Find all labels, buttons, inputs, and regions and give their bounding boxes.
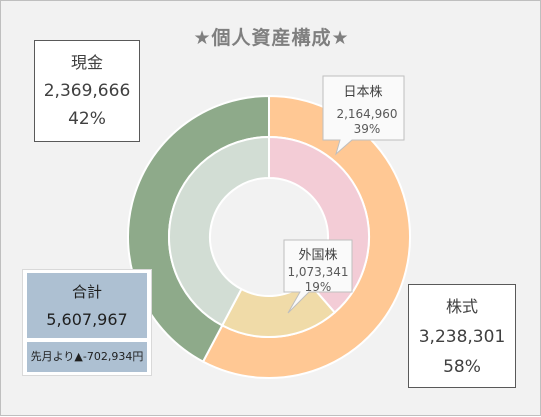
cash-label: 現金 bbox=[70, 53, 103, 72]
inner-slice-2 bbox=[168, 135, 270, 327]
foreign-stock-pct: 19% bbox=[305, 280, 332, 294]
stock-value: 3,238,301 bbox=[418, 327, 506, 347]
total-value: 5,607,967 bbox=[46, 310, 128, 329]
total-main: 合計 5,607,967 bbox=[27, 273, 147, 338]
foreign-stock-name: 外国株 bbox=[298, 248, 337, 263]
inner-ring bbox=[168, 135, 370, 338]
cash-value: 2,369,666 bbox=[43, 81, 131, 101]
cash-pct: 42% bbox=[68, 109, 106, 129]
cash-label-box: 現金 2,369,666 42% bbox=[34, 40, 140, 142]
japan-stock-value: 2,164,960 bbox=[336, 107, 397, 121]
japan-stock-name: 日本株 bbox=[343, 85, 382, 100]
callout-japan-stock: 日本株 2,164,960 39% bbox=[322, 75, 405, 156]
chart-title: ★個人資産構成★ bbox=[193, 27, 350, 49]
stock-pct: 58% bbox=[443, 357, 481, 377]
foreign-stock-value: 1,073,341 bbox=[287, 265, 348, 279]
stock-label-box: 株式 3,238,301 58% bbox=[408, 284, 516, 388]
japan-stock-pct: 39% bbox=[354, 122, 381, 136]
total-box: 合計 5,607,967 先月より▲-702,934円 bbox=[22, 269, 152, 376]
callout-foreign-stock: 外国株 1,073,341 19% bbox=[283, 239, 353, 314]
callouts: 日本株 2,164,960 39% 外国株 1,073,341 19% bbox=[283, 75, 405, 314]
total-diff: 先月より▲-702,934円 bbox=[27, 342, 147, 372]
total-label: 合計 bbox=[71, 283, 102, 301]
stock-label: 株式 bbox=[445, 297, 478, 316]
